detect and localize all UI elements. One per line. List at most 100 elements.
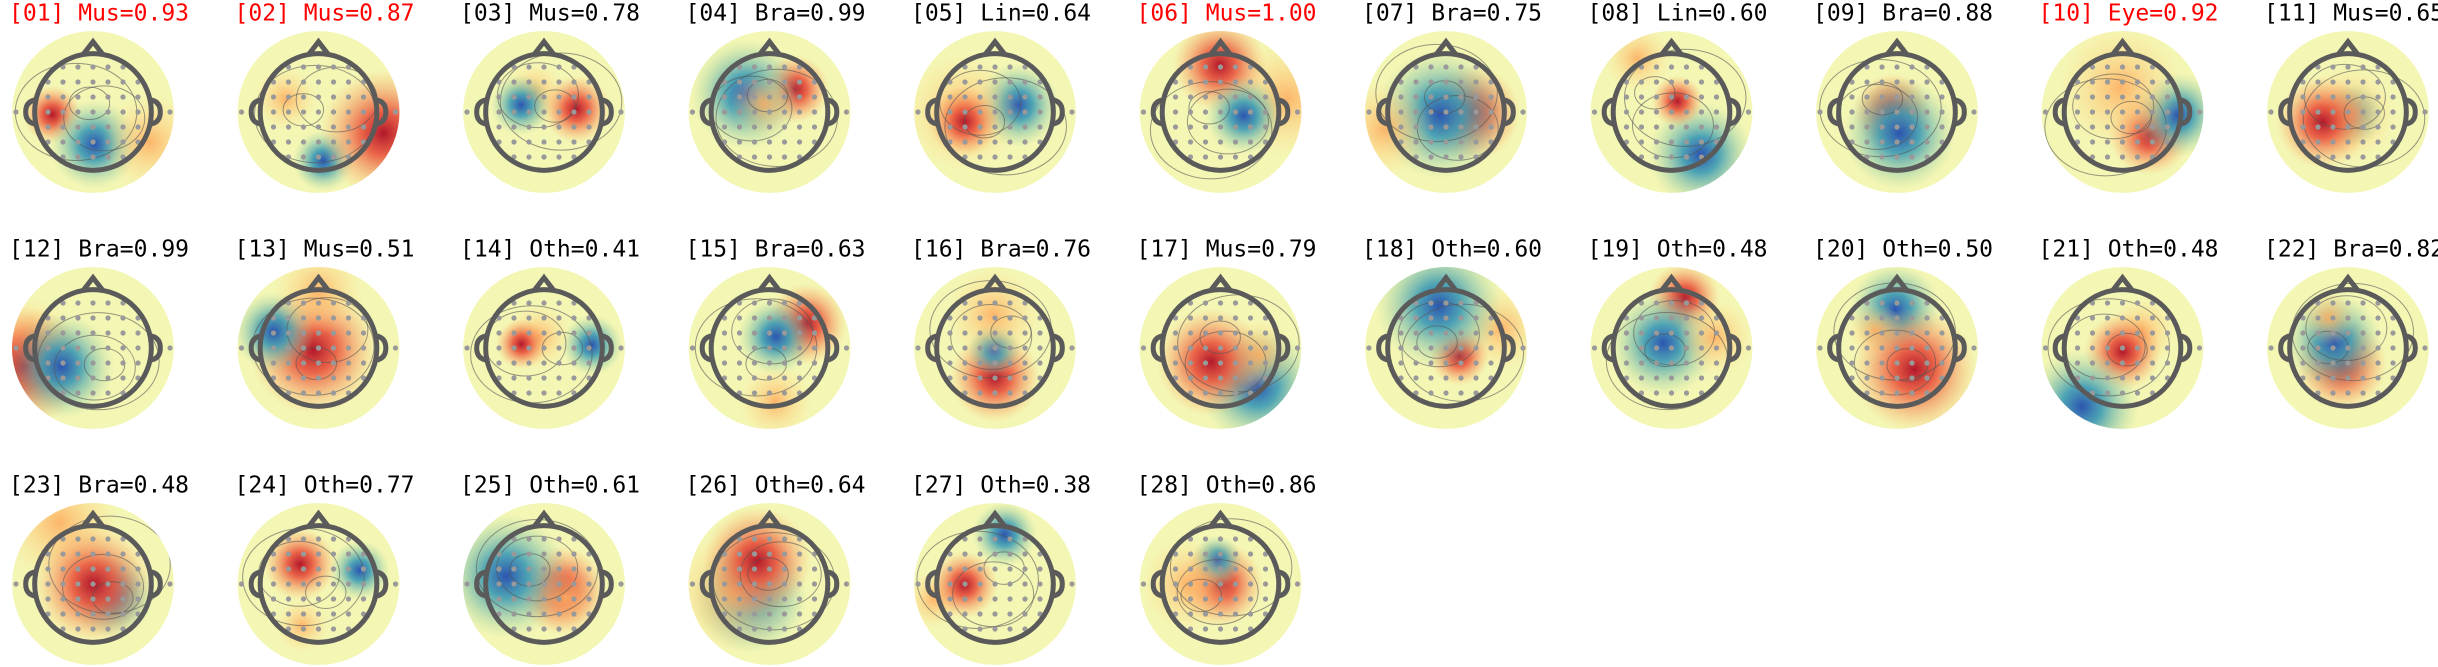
electrode: [285, 360, 292, 366]
electrode: [721, 79, 728, 85]
electrode: [135, 79, 141, 85]
electrode: [751, 626, 758, 632]
electrode: [330, 300, 337, 306]
electrode: [796, 375, 803, 381]
electrode: [1864, 79, 1870, 85]
electrode: [2074, 360, 2081, 366]
electrode: [1458, 64, 1464, 70]
electrode: [2134, 330, 2141, 336]
electrode: [2300, 109, 2306, 115]
electrode: [315, 551, 322, 557]
nose: [2110, 37, 2135, 57]
electrode: [315, 315, 322, 321]
electrode: [60, 154, 66, 160]
electrode: [285, 154, 292, 160]
electrode: [105, 596, 111, 602]
electrode: [167, 345, 173, 351]
electrode: [1864, 109, 1870, 115]
electrode: [586, 375, 592, 381]
electrode: [1428, 139, 1434, 145]
electrode: [1668, 315, 1675, 321]
component-title: [18] Oth=0.60: [1362, 237, 1542, 263]
electrode: [781, 79, 788, 85]
electrode: [736, 566, 743, 572]
electrode: [2074, 124, 2081, 130]
electrode: [1037, 124, 1043, 130]
nose: [2336, 37, 2360, 57]
ear: [23, 569, 36, 599]
electrode: [90, 375, 96, 381]
electrode: [1022, 79, 1028, 85]
electrode: [2315, 109, 2321, 115]
electrode: [1713, 124, 1720, 130]
electrode: [2375, 375, 2381, 381]
electrode: [2104, 330, 2111, 336]
electrode: [360, 315, 367, 321]
electrode: [962, 581, 968, 587]
electrode: [1924, 330, 1930, 336]
electrode: [2134, 139, 2141, 145]
electrode: [270, 94, 277, 100]
electrode: [977, 551, 983, 557]
electrode: [2345, 109, 2351, 115]
electrode: [781, 611, 788, 617]
electrode: [511, 551, 517, 557]
electrode: [556, 345, 562, 351]
electrode: [962, 300, 968, 306]
electrode: [721, 611, 728, 617]
electrode: [1879, 300, 1885, 306]
electrode: [992, 64, 998, 70]
electrode: [120, 536, 126, 542]
electrode: [511, 79, 517, 85]
electrode: [1668, 79, 1675, 85]
electrode: [618, 109, 624, 115]
component-title: [20] Oth=0.50: [1813, 237, 1993, 263]
electrode: [962, 360, 968, 366]
electrode: [511, 300, 517, 306]
electrode: [2104, 79, 2111, 85]
electrode: [1894, 390, 1900, 396]
electrode: [2074, 94, 2081, 100]
electrode: [781, 360, 788, 366]
electrode: [1638, 139, 1645, 145]
electrode: [2315, 64, 2321, 70]
electrode: [811, 581, 818, 587]
electrode: [796, 330, 803, 336]
electrode: [90, 581, 96, 587]
head-outline: [934, 287, 1056, 409]
electrode: [1187, 566, 1194, 572]
electrode: [556, 390, 562, 396]
electrode: [105, 566, 111, 572]
electrode: [526, 330, 532, 336]
electrode: [45, 360, 51, 366]
electrode: [796, 64, 803, 70]
electrode: [1022, 626, 1028, 632]
electrode: [2042, 109, 2049, 115]
electrode: [511, 581, 517, 587]
ear: [1278, 97, 1291, 127]
electrode: [1232, 64, 1239, 70]
electrode: [1623, 360, 1630, 366]
electrode: [105, 300, 111, 306]
component: [07] Bra=0.75: [1362, 1, 1542, 193]
electrode: [1262, 581, 1269, 587]
electrode: [1022, 390, 1028, 396]
electrode: [60, 139, 66, 145]
electrode: [285, 390, 292, 396]
electrode: [90, 536, 96, 542]
electrode: [496, 566, 502, 572]
electrode: [330, 551, 337, 557]
electrode: [1653, 79, 1660, 85]
electrode: [13, 109, 19, 115]
contour: [739, 541, 822, 608]
electrode: [1247, 390, 1254, 396]
electrode: [1939, 345, 1945, 351]
electrode: [2089, 154, 2096, 160]
electrode: [105, 64, 111, 70]
electrode: [736, 360, 743, 366]
electrode: [60, 611, 66, 617]
electrode: [571, 300, 577, 306]
electrode: [1668, 375, 1675, 381]
electrode: [751, 300, 758, 306]
electrode: [1849, 315, 1855, 321]
